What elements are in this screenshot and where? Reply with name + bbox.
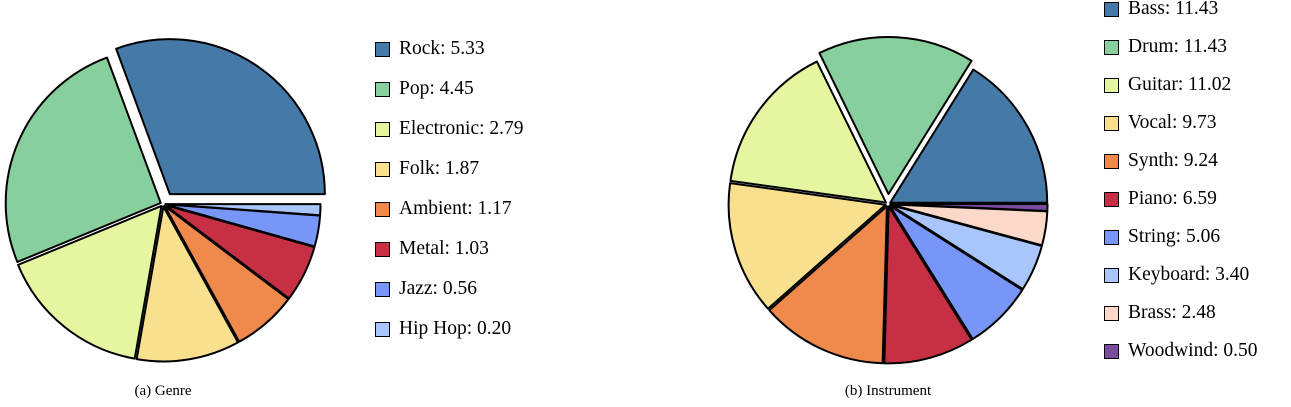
pie-slice-pop xyxy=(4,56,162,263)
genre-chart-panel: Rock: 5.33 Pop: 4.45 Electronic: 2.79 Folk:… xyxy=(0,0,600,407)
legend-item-jazz: Jazz: 0.56 xyxy=(375,278,477,300)
legend-label: Guitar: 11.02 xyxy=(1128,74,1232,95)
pie-slice-ambient xyxy=(163,204,290,343)
legend-swatch xyxy=(1104,77,1119,93)
legend-label: Brass: 2.48 xyxy=(1128,302,1216,323)
legend-item-woodwind: Woodwind: 0.50 xyxy=(1104,340,1258,362)
legend-swatch xyxy=(375,41,390,57)
legend-label: Keyboard: 3.40 xyxy=(1128,264,1250,285)
legend-swatch xyxy=(375,321,390,337)
legend-item-drum: Drum: 11.43 xyxy=(1104,36,1227,58)
pie-slice-drum xyxy=(818,36,973,196)
legend-label: Synth: 9.24 xyxy=(1128,150,1218,171)
legend-item-folk: Folk: 1.87 xyxy=(375,158,479,180)
legend-swatch xyxy=(1104,191,1119,207)
pie-slice-piano xyxy=(883,205,973,365)
genre-pie-chart xyxy=(4,38,326,363)
legend-swatch xyxy=(375,201,390,217)
legend-swatch xyxy=(375,161,390,177)
legend-item-ambient: Ambient: 1.17 xyxy=(375,198,512,220)
legend-label: String: 5.06 xyxy=(1128,226,1221,247)
legend-swatch xyxy=(1104,229,1119,245)
instrument-pie-chart xyxy=(727,36,1049,365)
pie-slice-folk xyxy=(135,205,239,363)
legend-item-metal: Metal: 1.03 xyxy=(375,238,489,260)
pie-slice-rock xyxy=(115,38,326,196)
instrument-caption: (b) Instrument xyxy=(844,383,932,399)
legend-item-hip-hop: Hip Hop: 0.20 xyxy=(375,318,511,340)
legend-label: Pop: 4.45 xyxy=(399,78,474,99)
legend-label: Hip Hop: 0.20 xyxy=(399,318,512,339)
legend-item-synth: Synth: 9.24 xyxy=(1104,150,1218,172)
legend-item-rock: Rock: 5.33 xyxy=(375,38,485,60)
legend-swatch xyxy=(375,241,390,257)
pie-slice-guitar xyxy=(729,60,887,204)
legend-swatch xyxy=(375,81,390,97)
legend-item-string: String: 5.06 xyxy=(1104,226,1220,248)
legend-label: Rock: 5.33 xyxy=(399,38,485,59)
instrument-chart-panel: Bass: 11.43 Drum: 11.43 Guitar: 11.02 Vocal… xyxy=(700,0,1291,407)
legend-label: Metal: 1.03 xyxy=(399,238,489,259)
legend-label: Ambient: 1.17 xyxy=(399,198,512,219)
legend-item-guitar: Guitar: 11.02 xyxy=(1104,74,1231,96)
genre-caption: (a) Genre xyxy=(134,383,192,399)
legend-label: Bass: 11.43 xyxy=(1128,0,1219,19)
legend-swatch xyxy=(1104,305,1119,321)
legend-swatch xyxy=(375,121,390,137)
legend-label: Drum: 11.43 xyxy=(1128,36,1227,57)
legend-item-pop: Pop: 4.45 xyxy=(375,78,474,100)
legend-swatch xyxy=(1104,39,1119,55)
pie-slice-electronic xyxy=(17,204,163,360)
legend-item-piano: Piano: 6.59 xyxy=(1104,188,1217,210)
legend-swatch xyxy=(1104,343,1119,359)
legend-item-brass: Brass: 2.48 xyxy=(1104,302,1216,324)
legend-item-electronic: Electronic: 2.79 xyxy=(375,118,524,140)
legend-label: Woodwind: 0.50 xyxy=(1128,340,1258,361)
pie-slice-bass xyxy=(889,68,1049,204)
pie-slice-hip-hop xyxy=(164,203,322,217)
legend-swatch xyxy=(375,281,390,297)
legend-item-bass: Bass: 11.43 xyxy=(1104,0,1218,20)
pie-slice-synth xyxy=(768,205,888,365)
legend-label: Vocal: 9.73 xyxy=(1128,112,1217,133)
legend-label: Jazz: 0.56 xyxy=(399,278,477,299)
pie-slice-vocal xyxy=(727,182,887,310)
legend-item-vocal: Vocal: 9.73 xyxy=(1104,112,1216,134)
legend-item-keyboard: Keyboard: 3.40 xyxy=(1104,264,1249,286)
legend-label: Folk: 1.87 xyxy=(399,158,480,179)
legend-swatch xyxy=(1104,1,1119,17)
legend-label: Electronic: 2.79 xyxy=(399,118,524,139)
legend-swatch xyxy=(1104,267,1119,283)
legend-label: Piano: 6.59 xyxy=(1128,188,1217,209)
legend-swatch xyxy=(1104,153,1119,169)
legend-swatch xyxy=(1104,115,1119,131)
pie-slice-woodwind xyxy=(889,203,1049,213)
